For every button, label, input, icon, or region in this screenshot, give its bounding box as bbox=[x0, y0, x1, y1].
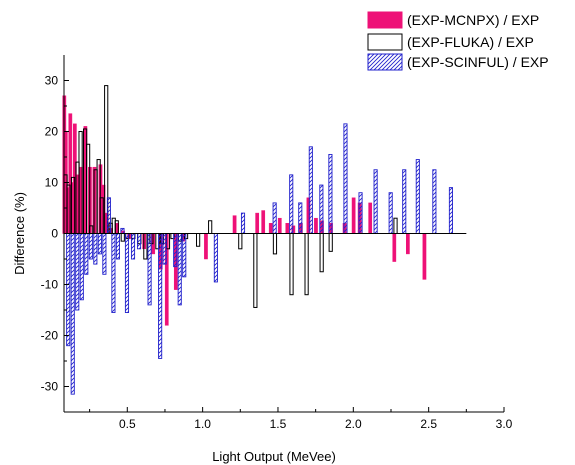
bar-series-0-point-43 bbox=[422, 233, 427, 280]
bar-series-1-point-36 bbox=[393, 217, 398, 234]
bar-series-1-point-33 bbox=[304, 233, 309, 296]
bar-series-2-point-27 bbox=[308, 146, 313, 234]
axes-layer: -30 -20 -10 0 10 20 30 0.5 1.0 1.5 2.0 2.5 3.0 bbox=[41, 55, 513, 431]
bar-series-2-point-0 bbox=[66, 233, 71, 347]
bar-series-2-point-16 bbox=[147, 233, 152, 306]
bar-series-0-point-27 bbox=[261, 210, 266, 234]
bar-series-2-point-11 bbox=[115, 233, 120, 260]
bar-series-2-point-18 bbox=[162, 233, 167, 265]
bar-series-2-point-20 bbox=[177, 233, 182, 306]
bar-series-2-point-35 bbox=[415, 159, 420, 234]
bar-series-2-point-23 bbox=[240, 212, 246, 234]
x-tick-label: 1.5 bbox=[270, 417, 287, 431]
bar-series-0-point-24 bbox=[204, 233, 208, 260]
bar-series-1-point-35 bbox=[328, 233, 333, 252]
bar-series-2-point-10 bbox=[111, 233, 116, 314]
bar-series-2-point-12 bbox=[120, 227, 125, 234]
legend-swatch-fluka bbox=[367, 33, 403, 51]
legend: (EXP-MCNPX) / EXP (EXP-FLUKA) / EXP (EXP… bbox=[367, 11, 549, 71]
bars-layer bbox=[62, 85, 454, 395]
bar-series-2-point-22 bbox=[213, 233, 218, 283]
bar-series-0-point-41 bbox=[392, 233, 397, 262]
bar-series-0-point-40 bbox=[368, 202, 373, 234]
bar-series-1-point-27 bbox=[196, 233, 201, 247]
bar-series-0-point-30 bbox=[285, 223, 290, 234]
bar-series-2-point-24 bbox=[272, 202, 277, 234]
legend-label-mcnpx: (EXP-MCNPX) / EXP bbox=[407, 12, 539, 28]
bar-series-2-point-7 bbox=[97, 233, 102, 255]
bar-series-2-point-25 bbox=[289, 174, 294, 234]
bar-series-2-point-30 bbox=[343, 123, 348, 234]
bar-series-2-point-9 bbox=[106, 197, 111, 234]
bar-series-0-point-42 bbox=[406, 233, 410, 255]
bar-series-0-point-38 bbox=[351, 197, 356, 234]
bar-series-2-point-37 bbox=[448, 187, 454, 234]
bar-series-2-point-13 bbox=[124, 233, 130, 314]
y-tick-label: 0 bbox=[51, 227, 58, 241]
legend-swatch-mcnpx bbox=[367, 11, 403, 29]
bar-series-0-point-34 bbox=[314, 217, 318, 234]
bar-series-2-point-2 bbox=[75, 233, 80, 311]
y-tick-label: 30 bbox=[45, 74, 59, 88]
bar-series-2-point-6 bbox=[93, 233, 98, 265]
bar-series-1-point-29 bbox=[238, 233, 243, 250]
bar-series-2-point-3 bbox=[79, 233, 84, 301]
bar-series-2-point-36 bbox=[432, 169, 437, 234]
bar-series-2-point-33 bbox=[388, 192, 393, 234]
bar-series-0-point-29 bbox=[277, 217, 282, 234]
bar-series-2-point-5 bbox=[88, 233, 93, 260]
x-tick-label: 1.0 bbox=[194, 417, 211, 431]
y-tick-label: 10 bbox=[45, 176, 59, 190]
bar-series-2-point-21 bbox=[182, 233, 187, 278]
legend-swatch-scinful bbox=[367, 53, 403, 71]
bar-series-2-point-31 bbox=[358, 192, 363, 234]
bar-series-2-point-1 bbox=[70, 233, 75, 395]
bar-series-0-point-28 bbox=[268, 223, 273, 234]
y-tick-label: 20 bbox=[45, 125, 59, 139]
bar-series-2-point-15 bbox=[136, 233, 142, 250]
x-tick-label: 3.0 bbox=[496, 417, 513, 431]
bar-series-0-point-25 bbox=[232, 215, 237, 234]
y-tick-label: -20 bbox=[41, 329, 59, 343]
bar-series-1-point-34 bbox=[319, 233, 324, 273]
bar-series-1-point-30 bbox=[253, 233, 258, 308]
x-tick-label: 0.5 bbox=[119, 417, 136, 431]
bar-series-2-point-17 bbox=[158, 233, 163, 359]
bar-series-2-point-29 bbox=[328, 153, 333, 234]
x-tick-label: 2.0 bbox=[345, 417, 362, 431]
bar-series-1-point-28 bbox=[208, 220, 213, 234]
y-tick-label: -30 bbox=[41, 380, 59, 394]
y-axis-label: Difference (%) bbox=[12, 192, 27, 275]
bar-series-2-point-34 bbox=[402, 169, 407, 234]
bar-series-2-point-19 bbox=[173, 233, 178, 268]
bar-series-1-point-31 bbox=[272, 233, 278, 255]
bar-series-2-point-14 bbox=[130, 233, 136, 260]
x-tick-label: 2.5 bbox=[420, 417, 437, 431]
bar-series-0-point-26 bbox=[255, 212, 260, 234]
bar-series-1-point-15 bbox=[120, 233, 125, 242]
bar-series-2-point-28 bbox=[319, 184, 324, 234]
bar-series-2-point-4 bbox=[84, 233, 89, 275]
legend-label-scinful: (EXP-SCINFUL) / EXP bbox=[407, 54, 549, 70]
y-tick-label: -10 bbox=[41, 278, 59, 292]
legend-label-fluka: (EXP-FLUKA) / EXP bbox=[407, 34, 534, 50]
bar-series-2-point-8 bbox=[102, 233, 107, 275]
bar-series-2-point-32 bbox=[373, 169, 378, 234]
bar-series-1-point-32 bbox=[289, 233, 294, 296]
x-axis-label: Light Output (MeVee) bbox=[212, 449, 336, 464]
bar-series-2-point-26 bbox=[298, 202, 303, 234]
